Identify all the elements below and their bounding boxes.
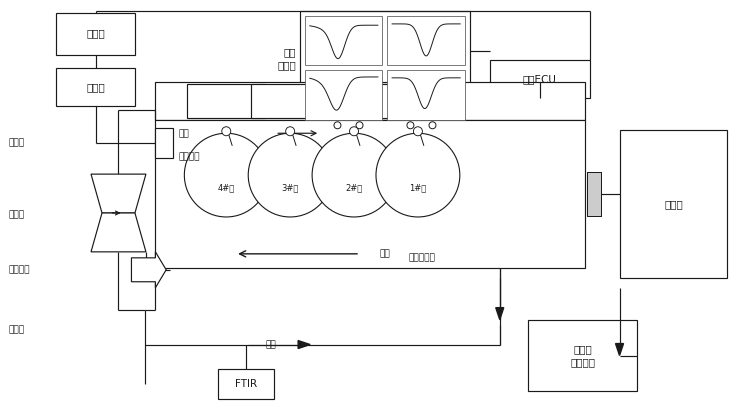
Circle shape bbox=[286, 127, 294, 136]
Bar bbox=[619, 130, 728, 278]
Bar bbox=[587, 172, 601, 216]
Bar bbox=[305, 16, 382, 65]
Text: 甲醇箱: 甲醇箱 bbox=[86, 29, 105, 39]
Text: 进气: 进气 bbox=[179, 130, 189, 139]
Bar bbox=[379, 84, 457, 118]
Bar bbox=[156, 128, 173, 158]
Text: 甲醇喷嘴: 甲醇喷嘴 bbox=[179, 153, 200, 162]
Text: 增压器: 增压器 bbox=[9, 325, 25, 334]
Text: 压力传感器: 压力传感器 bbox=[408, 254, 435, 262]
Text: 喷醇器: 喷醇器 bbox=[9, 139, 25, 148]
Bar bbox=[218, 369, 275, 399]
Text: 排气: 排气 bbox=[380, 249, 390, 259]
Text: 1#缸: 1#缸 bbox=[410, 183, 427, 192]
Bar bbox=[490, 60, 590, 98]
Bar bbox=[156, 120, 584, 268]
Circle shape bbox=[248, 133, 332, 217]
Text: 甲醇泵: 甲醇泵 bbox=[86, 83, 105, 93]
Bar bbox=[187, 84, 265, 118]
Polygon shape bbox=[298, 341, 310, 349]
Circle shape bbox=[407, 122, 414, 129]
Text: 中冷器: 中冷器 bbox=[9, 211, 25, 219]
Text: 2#缸: 2#缸 bbox=[345, 183, 362, 192]
Bar bbox=[587, 172, 601, 216]
Text: 测功机: 测功机 bbox=[664, 199, 683, 209]
Circle shape bbox=[334, 122, 341, 129]
Text: 甲醇ECU: 甲醇ECU bbox=[523, 74, 556, 84]
Circle shape bbox=[184, 133, 268, 217]
Circle shape bbox=[429, 122, 436, 129]
Circle shape bbox=[413, 127, 422, 136]
Polygon shape bbox=[91, 213, 146, 252]
Polygon shape bbox=[91, 174, 146, 213]
Bar bbox=[300, 11, 470, 125]
Text: 发动机
控制系统: 发动机 控制系统 bbox=[570, 344, 595, 367]
Bar bbox=[387, 70, 465, 120]
Polygon shape bbox=[615, 344, 624, 356]
Bar bbox=[55, 13, 136, 55]
Polygon shape bbox=[496, 308, 504, 319]
Text: 4#缸: 4#缸 bbox=[218, 183, 235, 192]
Circle shape bbox=[356, 122, 363, 129]
Bar bbox=[55, 68, 136, 106]
Circle shape bbox=[376, 133, 460, 217]
Circle shape bbox=[350, 127, 359, 136]
Bar bbox=[387, 16, 465, 65]
Polygon shape bbox=[131, 252, 166, 288]
Bar bbox=[528, 319, 638, 392]
Circle shape bbox=[312, 133, 396, 217]
Bar bbox=[156, 83, 584, 120]
Text: 排气: 排气 bbox=[266, 340, 276, 349]
Bar bbox=[305, 70, 382, 120]
Text: 新鲜空气: 新鲜空气 bbox=[9, 265, 30, 274]
Bar bbox=[251, 84, 329, 118]
Circle shape bbox=[222, 127, 231, 136]
Text: 3#缸: 3#缸 bbox=[281, 183, 299, 192]
Bar bbox=[315, 84, 393, 118]
Text: 燃烧
分析仪: 燃烧 分析仪 bbox=[277, 47, 296, 70]
Text: FTIR: FTIR bbox=[235, 379, 258, 389]
